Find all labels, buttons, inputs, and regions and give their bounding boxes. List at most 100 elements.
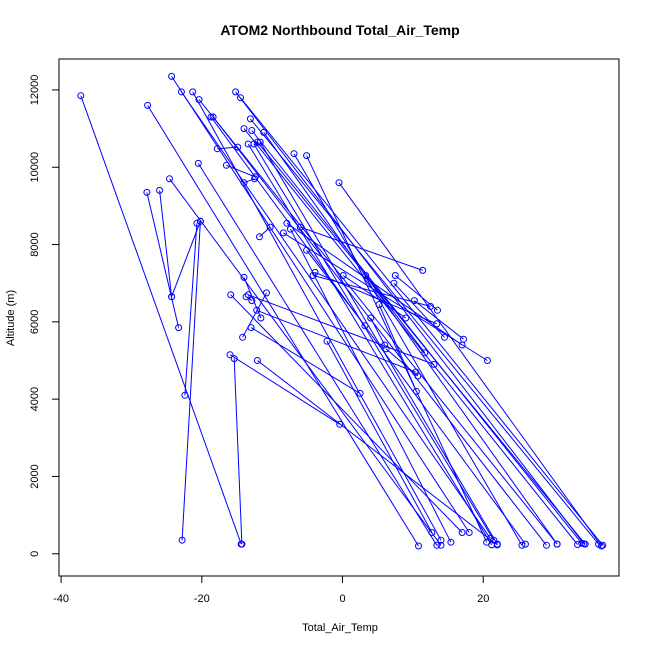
series-line-33 bbox=[290, 228, 452, 543]
series-line-22 bbox=[197, 163, 438, 546]
data-point bbox=[253, 138, 261, 146]
x-axis: -40 -20 0 20 bbox=[53, 575, 489, 605]
series-line-35 bbox=[283, 232, 488, 361]
data-point bbox=[323, 337, 331, 345]
data-point bbox=[168, 293, 176, 301]
data-point bbox=[175, 324, 183, 332]
data-point bbox=[597, 542, 605, 550]
data-point bbox=[244, 291, 252, 299]
data-point bbox=[257, 314, 265, 322]
data-point bbox=[574, 541, 581, 548]
series-line-21 bbox=[338, 182, 602, 547]
series-line-1 bbox=[147, 105, 419, 547]
data-point bbox=[253, 357, 261, 364]
data-point bbox=[433, 541, 441, 549]
data-point bbox=[260, 128, 268, 136]
data-point bbox=[230, 355, 238, 363]
series-line-42 bbox=[394, 275, 438, 311]
y-tick-label: 4000 bbox=[29, 387, 41, 411]
series-line-20 bbox=[306, 155, 488, 543]
series-line-19 bbox=[293, 153, 523, 546]
x-tick-label: -20 bbox=[194, 593, 210, 605]
data-point bbox=[279, 229, 287, 237]
data-point bbox=[465, 529, 473, 536]
series-line-18 bbox=[247, 143, 493, 546]
y-axis: 0 2000 4000 6000 8000 10000 12000 bbox=[29, 75, 60, 557]
series-line-30 bbox=[181, 221, 201, 541]
data-point bbox=[222, 161, 230, 169]
series-line-7 bbox=[212, 116, 547, 546]
data-point bbox=[207, 113, 215, 121]
data-point bbox=[303, 246, 311, 254]
series-line-10 bbox=[250, 118, 599, 545]
data-point bbox=[227, 291, 235, 299]
y-axis-label: Altitude (m) bbox=[5, 290, 17, 346]
series-line-52 bbox=[250, 327, 361, 394]
data-point bbox=[244, 140, 252, 148]
data-point bbox=[237, 94, 244, 102]
data-point bbox=[430, 360, 438, 368]
data-point bbox=[437, 536, 445, 544]
data-point bbox=[437, 541, 445, 549]
data-point bbox=[402, 314, 410, 322]
data-point bbox=[428, 529, 436, 536]
data-point bbox=[178, 536, 186, 544]
data-point bbox=[240, 179, 248, 187]
data-point bbox=[156, 186, 164, 194]
data-point bbox=[483, 538, 491, 546]
data-point bbox=[375, 301, 383, 308]
data-point bbox=[242, 293, 250, 301]
data-point bbox=[168, 72, 176, 80]
data-point bbox=[382, 345, 390, 353]
y-tick-label: 8000 bbox=[29, 232, 41, 256]
series-line-57 bbox=[326, 340, 433, 533]
series-line-34 bbox=[300, 226, 423, 271]
data-point bbox=[213, 145, 221, 153]
data-point bbox=[263, 289, 270, 297]
data-point bbox=[427, 302, 434, 310]
series-line-54 bbox=[229, 354, 340, 425]
data-point bbox=[194, 159, 202, 167]
data-point bbox=[253, 306, 261, 314]
series-line-28 bbox=[171, 221, 201, 297]
x-tick-label: -40 bbox=[53, 593, 69, 605]
data-point bbox=[336, 420, 344, 428]
data-point bbox=[234, 143, 242, 151]
data-point bbox=[296, 223, 304, 231]
series-line-53 bbox=[230, 294, 463, 533]
y-tick-label: 0 bbox=[29, 551, 41, 557]
y-tick-label: 10000 bbox=[29, 152, 41, 183]
series-line-49 bbox=[248, 294, 435, 365]
data-point bbox=[391, 272, 399, 279]
data-point bbox=[287, 225, 294, 233]
data-point bbox=[447, 538, 455, 546]
data-point bbox=[248, 297, 256, 305]
data-point bbox=[581, 540, 589, 548]
data-point bbox=[356, 389, 364, 397]
data-point bbox=[543, 541, 550, 549]
data-point bbox=[177, 88, 185, 96]
data-point bbox=[410, 297, 418, 305]
series-line-13 bbox=[243, 128, 578, 545]
series-line-29 bbox=[184, 223, 198, 396]
data-point bbox=[335, 179, 343, 187]
data-point bbox=[77, 92, 85, 100]
data-point bbox=[226, 351, 234, 359]
series-line-25 bbox=[169, 178, 442, 546]
data-point bbox=[434, 306, 441, 314]
data-point bbox=[486, 534, 494, 542]
data-point bbox=[181, 391, 189, 399]
data-point bbox=[415, 542, 422, 550]
series-line-2 bbox=[171, 76, 470, 533]
series-line-55 bbox=[233, 358, 243, 545]
data-point bbox=[143, 188, 151, 196]
data-point bbox=[240, 125, 248, 133]
data-point bbox=[414, 372, 422, 380]
series-line-56 bbox=[257, 360, 498, 546]
data-point bbox=[361, 322, 369, 330]
data-point bbox=[553, 540, 561, 548]
series-line-26 bbox=[146, 192, 180, 328]
x-tick-label: 20 bbox=[477, 593, 489, 605]
data-point bbox=[419, 266, 427, 274]
data-point bbox=[266, 223, 274, 231]
